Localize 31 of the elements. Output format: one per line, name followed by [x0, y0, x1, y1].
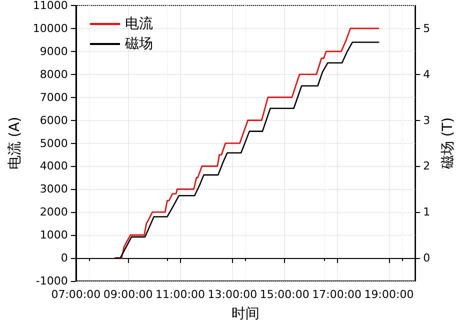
legend-label: 电流: [125, 16, 153, 32]
x-tick-label: 15:00:00: [260, 288, 310, 301]
y2-tick-label: 2: [423, 160, 430, 173]
y-tick-label: 10000: [32, 22, 68, 35]
y-tick-label: 6000: [40, 114, 68, 127]
y2-tick-label: 5: [423, 22, 430, 35]
x-tick-label: 07:00:00: [51, 288, 101, 301]
y-axis-title: 电流 (A): [7, 116, 23, 170]
y-tick-label: 3000: [40, 182, 68, 196]
y-tick-label: 2000: [40, 206, 68, 219]
y2-tick-label: 4: [423, 68, 430, 81]
y2-axis-title: 磁场 (T): [440, 117, 456, 170]
y-tick-label: 4000: [40, 160, 68, 173]
x-tick-label: 13:00:00: [208, 288, 258, 301]
x-tick-label: 17:00:00: [312, 288, 362, 301]
y2-tick-label: 0: [423, 252, 430, 265]
y2-tick-label: 1: [423, 206, 430, 219]
y-tick-label: 0: [60, 252, 68, 265]
y-tick-label: 9000: [40, 44, 68, 58]
y-tick-label: 7000: [40, 90, 68, 104]
x-tick-label: 09:00:00: [103, 288, 153, 301]
x-axis-title: 时间: [231, 306, 260, 322]
y-tick-label: 1000: [40, 228, 68, 242]
y-tick-label: 11000: [32, 0, 68, 12]
y-tick-label: -1000: [36, 274, 68, 288]
x-tick-label: 11:00:00: [156, 288, 205, 301]
y2-tick-label: 3: [423, 114, 430, 127]
legend-label: 磁场: [124, 36, 153, 52]
y-tick-label: 8000: [40, 68, 68, 81]
y-tick-label: 5000: [40, 136, 68, 150]
x-tick-label: 19:00:00: [364, 288, 414, 301]
